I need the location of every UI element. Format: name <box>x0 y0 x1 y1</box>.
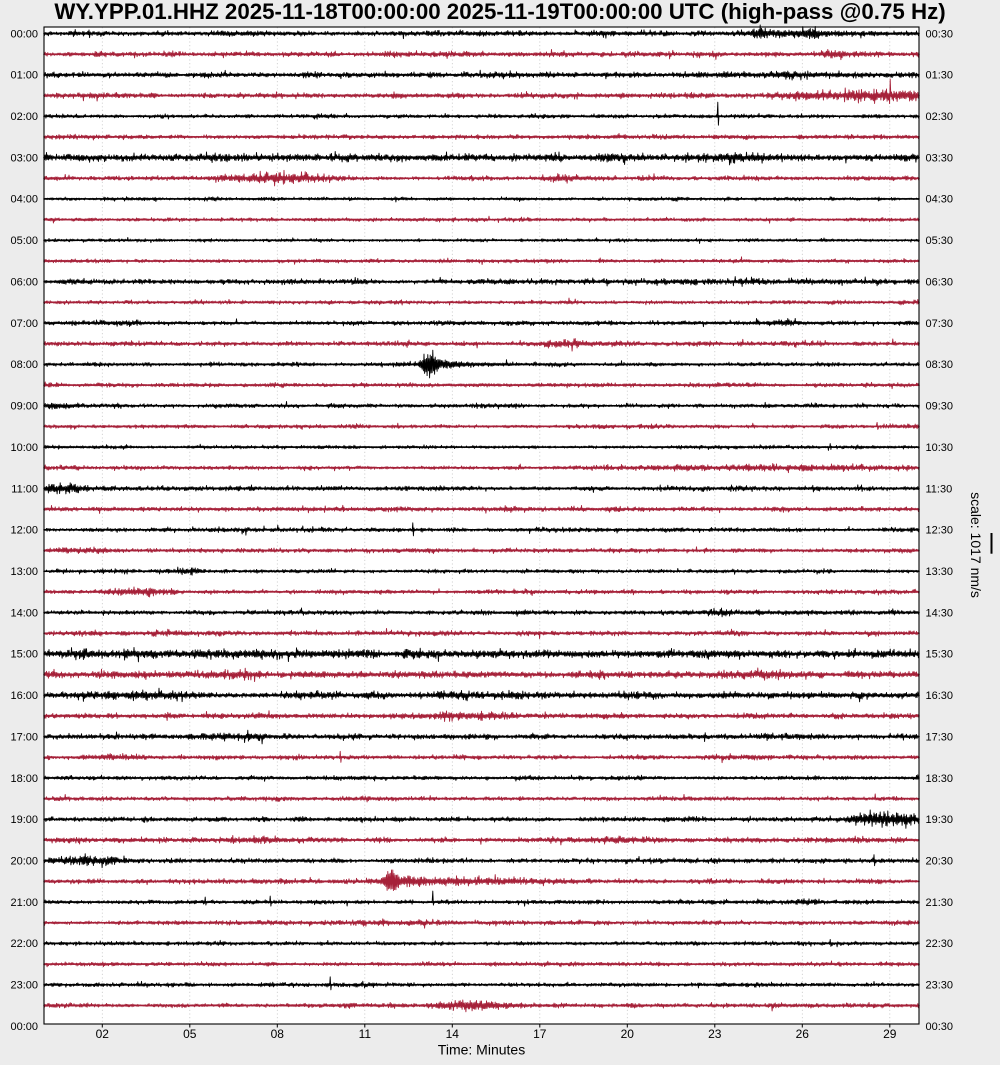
svg-text:18:00: 18:00 <box>10 773 38 785</box>
svg-text:13:30: 13:30 <box>926 566 954 578</box>
svg-text:07:30: 07:30 <box>926 318 954 330</box>
svg-text:WY.YPP.01.HHZ 2025-11-18T00:00: WY.YPP.01.HHZ 2025-11-18T00:00:00 2025-1… <box>54 0 945 24</box>
svg-text:07:00: 07:00 <box>10 318 38 330</box>
svg-text:21:30: 21:30 <box>926 897 954 909</box>
svg-text:01:00: 01:00 <box>10 70 38 82</box>
svg-text:18:30: 18:30 <box>926 773 954 785</box>
svg-text:scale: 1017 nm/s: scale: 1017 nm/s <box>968 492 984 598</box>
svg-text:15:30: 15:30 <box>926 649 954 661</box>
svg-text:29: 29 <box>883 1027 897 1041</box>
svg-text:00:00: 00:00 <box>10 28 38 40</box>
svg-text:11:00: 11:00 <box>11 483 38 495</box>
svg-text:08:30: 08:30 <box>926 359 954 371</box>
svg-text:14:00: 14:00 <box>10 607 38 619</box>
svg-text:03:00: 03:00 <box>10 152 38 164</box>
svg-text:13:00: 13:00 <box>10 566 38 578</box>
svg-text:22:30: 22:30 <box>926 938 954 950</box>
svg-text:20:30: 20:30 <box>926 856 954 868</box>
svg-text:11:30: 11:30 <box>926 483 953 495</box>
svg-text:02:30: 02:30 <box>926 111 954 123</box>
svg-text:12:30: 12:30 <box>926 525 954 537</box>
svg-text:26: 26 <box>796 1027 810 1041</box>
svg-text:11: 11 <box>359 1027 372 1041</box>
svg-text:16:00: 16:00 <box>10 690 38 702</box>
svg-text:12:00: 12:00 <box>10 525 38 537</box>
svg-text:Time: Minutes: Time: Minutes <box>438 1042 525 1058</box>
svg-text:10:00: 10:00 <box>10 442 38 454</box>
svg-text:20: 20 <box>621 1027 635 1041</box>
svg-text:00:30: 00:30 <box>926 28 954 40</box>
svg-text:08:00: 08:00 <box>10 359 38 371</box>
svg-text:17:00: 17:00 <box>10 731 38 743</box>
svg-text:01:30: 01:30 <box>926 70 954 82</box>
svg-text:10:30: 10:30 <box>926 442 954 454</box>
svg-text:02: 02 <box>96 1027 110 1041</box>
svg-text:05: 05 <box>183 1027 197 1041</box>
svg-text:20:00: 20:00 <box>10 856 38 868</box>
svg-text:19:00: 19:00 <box>10 814 38 826</box>
svg-text:14:30: 14:30 <box>926 607 954 619</box>
svg-text:17: 17 <box>533 1027 547 1041</box>
svg-text:00:00: 00:00 <box>10 1021 38 1033</box>
svg-text:23: 23 <box>708 1027 722 1041</box>
svg-text:08: 08 <box>271 1027 285 1041</box>
svg-text:22:00: 22:00 <box>10 938 38 950</box>
svg-text:05:30: 05:30 <box>926 235 954 247</box>
svg-text:17:30: 17:30 <box>926 731 954 743</box>
svg-text:15:00: 15:00 <box>10 649 38 661</box>
svg-text:06:00: 06:00 <box>10 277 38 289</box>
svg-text:00:30: 00:30 <box>926 1021 954 1033</box>
svg-text:23:30: 23:30 <box>926 980 954 992</box>
svg-text:16:30: 16:30 <box>926 690 954 702</box>
svg-text:04:00: 04:00 <box>10 194 38 206</box>
svg-text:03:30: 03:30 <box>926 152 954 164</box>
svg-text:02:00: 02:00 <box>10 111 38 123</box>
svg-text:14: 14 <box>446 1027 460 1041</box>
svg-text:04:30: 04:30 <box>926 194 954 206</box>
svg-text:05:00: 05:00 <box>10 235 38 247</box>
svg-text:09:00: 09:00 <box>10 401 38 413</box>
svg-text:23:00: 23:00 <box>10 980 38 992</box>
svg-text:06:30: 06:30 <box>926 277 954 289</box>
svg-text:21:00: 21:00 <box>10 897 38 909</box>
svg-text:19:30: 19:30 <box>926 814 954 826</box>
svg-text:09:30: 09:30 <box>926 401 954 413</box>
